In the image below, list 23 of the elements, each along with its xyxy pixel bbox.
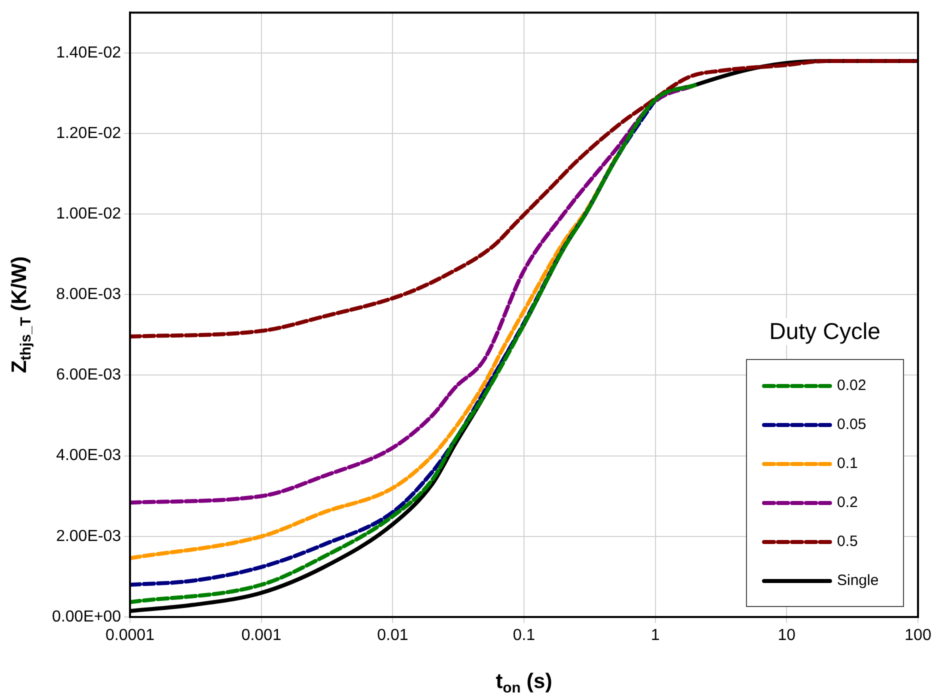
x-tick-label: 0.01 [377, 627, 408, 644]
y-tick-label: 1.40E-02 [56, 44, 122, 62]
legend-label: 0.02 [837, 377, 866, 394]
legend-label: 0.2 [837, 494, 858, 511]
y-tick-label: 8.00E-03 [56, 286, 122, 304]
x-tick-label: 0.001 [241, 627, 282, 644]
y-tick-label: 4.00E-03 [56, 447, 122, 464]
x-tick-label: 100 [904, 627, 932, 644]
legend-label: 0.05 [837, 416, 866, 433]
legend-label: 0.5 [837, 533, 858, 550]
x-tick-label: 0.1 [512, 627, 536, 644]
y-tick-label: 1.00E-02 [56, 205, 122, 222]
y-tick-label: 6.00E-03 [56, 366, 122, 384]
y-axis-title: Zthjs_T (K/W) [8, 256, 34, 374]
y-tick-label: 0.00E+00 [52, 608, 122, 626]
y-tick-label: 2.00E-03 [56, 528, 122, 545]
legend-label: 0.1 [837, 455, 858, 472]
legend-title: Duty Cycle [746, 318, 904, 345]
y-tick-label: 1.20E-02 [56, 124, 122, 142]
x-tick-label: 0.0001 [106, 627, 155, 644]
legend-label: Single [837, 572, 879, 589]
x-tick-label: 10 [778, 627, 796, 644]
x-tick-label: 1 [650, 627, 660, 644]
